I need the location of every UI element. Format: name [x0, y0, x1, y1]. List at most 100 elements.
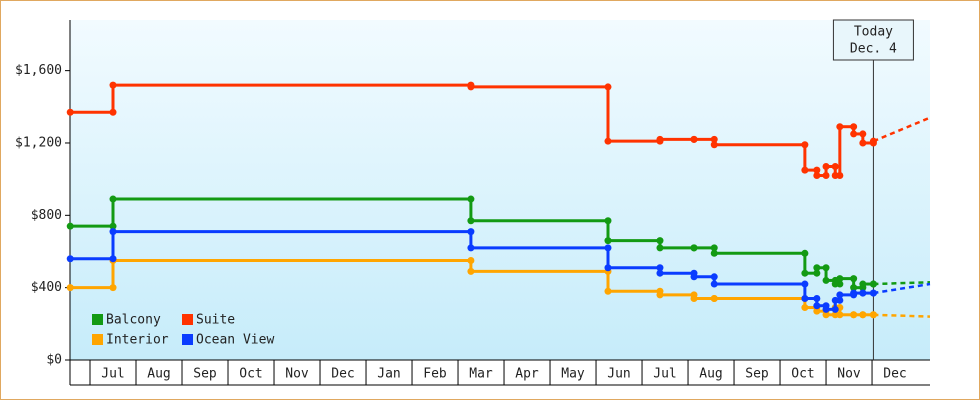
price-change-dot: [467, 228, 475, 236]
price-dot: [467, 244, 475, 252]
price-change-dot: [109, 255, 117, 263]
price-dot: [467, 83, 475, 91]
price-dot: [822, 311, 830, 319]
legend-swatch: [92, 334, 103, 345]
price-dot: [467, 217, 475, 225]
price-dot: [604, 237, 612, 245]
price-change-dot: [604, 83, 612, 91]
price-change-dot: [859, 130, 867, 138]
price-change-dot: [656, 264, 664, 272]
price-dot: [850, 311, 858, 319]
price-dot: [690, 273, 698, 281]
price-dot: [66, 222, 74, 230]
price-dot: [822, 305, 830, 313]
price-dot: [813, 264, 821, 272]
legend-swatch: [182, 334, 193, 345]
price-dot: [859, 280, 867, 288]
price-dot: [604, 264, 612, 272]
price-change-dot: [109, 108, 117, 116]
price-dot: [690, 295, 698, 303]
price-dot: [859, 139, 867, 147]
y-tick-label: $0: [46, 353, 62, 368]
price-dot: [831, 280, 839, 288]
x-tick-label: May: [561, 367, 585, 382]
price-dot: [66, 108, 74, 116]
price-dot: [656, 244, 664, 252]
y-tick-label: $400: [31, 280, 62, 295]
x-tick-label: Jun: [607, 367, 630, 382]
forecast-line: [873, 280, 931, 286]
series: [66, 81, 877, 180]
x-tick-label: Nov: [837, 367, 861, 382]
price-change-dot: [813, 166, 821, 174]
today-label: Today: [854, 25, 893, 40]
price-dot: [836, 123, 844, 131]
price-change-dot: [710, 244, 718, 252]
price-dot: [109, 81, 117, 89]
price-dot: [831, 172, 839, 180]
price-dot: [822, 162, 830, 170]
price-dot: [831, 296, 839, 304]
price-dot: [656, 135, 664, 143]
x-tick-label: Jan: [377, 367, 400, 382]
price-dot: [656, 269, 664, 277]
price-change-dot: [467, 257, 475, 265]
price-dot: [66, 255, 74, 263]
x-tick-label: Sep: [193, 367, 217, 382]
x-tick-label: Dec: [883, 367, 906, 382]
price-dot: [813, 307, 821, 315]
price-change-dot: [801, 141, 809, 149]
price-change-dot: [831, 305, 839, 313]
price-change-dot: [850, 275, 858, 283]
price-change-dot: [109, 222, 117, 230]
x-tick-label: Jul: [101, 367, 124, 382]
forecast-line: [873, 282, 931, 295]
forecast-line: [873, 313, 931, 318]
price-change-dot: [813, 269, 821, 277]
price-change-dot: [850, 123, 858, 131]
price-change-dot: [801, 249, 809, 257]
legend-label: Ocean View: [196, 333, 274, 348]
price-dot: [801, 166, 809, 174]
x-tick-label: Jul: [653, 367, 676, 382]
x-tick-label: Sep: [745, 367, 769, 382]
price-change-dot: [656, 237, 664, 245]
price-dot: [690, 244, 698, 252]
legend-swatch: [92, 314, 103, 325]
legend-label: Suite: [196, 313, 235, 328]
x-tick-label: Oct: [791, 367, 814, 382]
x-tick-label: Mar: [469, 367, 493, 382]
y-tick-label: $1,200: [15, 135, 62, 150]
price-change-dot: [604, 244, 612, 252]
price-dot: [66, 284, 74, 292]
y-tick-label: $1,600: [15, 63, 62, 78]
price-dot: [859, 289, 867, 297]
legend-label: Interior: [106, 333, 169, 348]
price-change-dot: [710, 273, 718, 281]
legend-label: Balcony: [106, 313, 161, 328]
today-label: Dec. 4: [850, 42, 897, 57]
price-dot: [813, 302, 821, 310]
price-dot: [813, 172, 821, 180]
x-tick-label: Nov: [285, 367, 309, 382]
x-tick-label: Oct: [239, 367, 262, 382]
price-dot: [801, 295, 809, 303]
price-dot: [710, 141, 718, 149]
price-change-dot: [109, 284, 117, 292]
price-change-dot: [822, 264, 830, 272]
y-tick-label: $800: [31, 208, 62, 223]
x-tick-label: Aug: [147, 367, 170, 382]
price-dot: [710, 295, 718, 303]
price-dot: [656, 291, 664, 299]
forecast-line: [872, 116, 931, 143]
price-dot: [690, 135, 698, 143]
series: [66, 195, 877, 292]
price-dot: [836, 275, 844, 283]
price-dot: [822, 276, 830, 284]
price-dot: [836, 311, 844, 319]
price-dot: [850, 289, 858, 297]
price-dot: [710, 280, 718, 288]
today-box: [832, 19, 914, 61]
price-change-dot: [822, 172, 830, 180]
